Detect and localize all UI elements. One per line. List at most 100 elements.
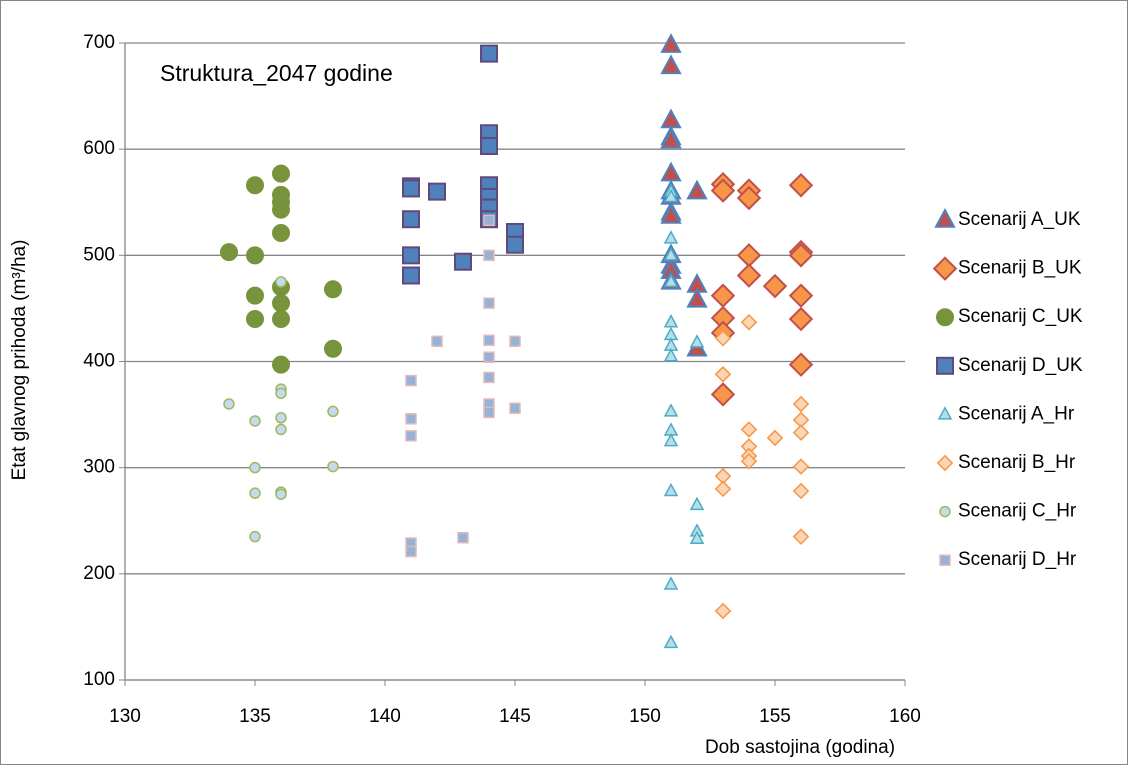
point [249, 487, 261, 499]
legend-marker [936, 454, 954, 472]
point [689, 530, 705, 545]
point [483, 371, 495, 384]
point [689, 496, 705, 511]
point [740, 453, 758, 470]
point [405, 374, 417, 387]
point [223, 398, 235, 410]
point [792, 395, 810, 413]
point [788, 306, 814, 332]
point [327, 405, 339, 418]
point [324, 339, 342, 358]
point [714, 365, 732, 383]
point [788, 173, 814, 198]
point [275, 488, 287, 500]
legend-marker [936, 308, 954, 327]
point [766, 429, 784, 447]
legend-marker [939, 505, 951, 518]
point [428, 182, 446, 201]
point [792, 528, 810, 545]
point [663, 273, 679, 288]
legend-label: Scenarij D_UK [958, 355, 1083, 376]
legend-label: Scenarij B_Hr [958, 452, 1076, 473]
point [663, 314, 679, 328]
point [402, 210, 420, 229]
legend-marker [939, 554, 951, 566]
legend-marker [936, 356, 954, 375]
point [663, 348, 679, 362]
point [480, 136, 498, 155]
point [246, 246, 264, 265]
point [272, 164, 290, 183]
legend-marker [932, 256, 958, 281]
point [788, 283, 814, 308]
point [663, 188, 679, 203]
point [402, 246, 420, 265]
y-tick-label: 300 [83, 457, 115, 478]
legend-marker [937, 406, 953, 420]
point [275, 387, 287, 400]
point [272, 310, 290, 329]
point [762, 273, 788, 299]
point [660, 128, 682, 149]
point [246, 310, 264, 329]
point [660, 54, 682, 75]
point [327, 460, 339, 473]
point [740, 313, 758, 331]
x-tick-label: 140 [369, 706, 401, 727]
point [272, 355, 290, 374]
y-axis-label: Etat glavnog prihoda (m³/ha) [9, 240, 30, 481]
legend-label: Scenarij A_Hr [958, 403, 1075, 424]
y-tick-label: 400 [83, 351, 115, 372]
x-axis-label: Dob sastojina (godina) [705, 737, 895, 758]
point [454, 252, 472, 271]
point [249, 415, 261, 427]
x-tick-label: 160 [889, 706, 921, 727]
point [660, 204, 682, 224]
point [663, 634, 679, 649]
legend-label: Scenarij B_UK [958, 258, 1082, 279]
legend-label: Scenarij A_UK [958, 209, 1081, 230]
point [483, 214, 495, 227]
point [402, 179, 420, 198]
legend-label: Scenarij C_Hr [958, 501, 1077, 522]
point [324, 280, 342, 299]
point [788, 243, 814, 268]
point [249, 530, 261, 543]
legend-marker [934, 207, 956, 228]
point [663, 432, 679, 447]
chart-title: Struktura_2047 godine [160, 60, 393, 86]
x-tick-label: 145 [499, 706, 531, 727]
point [431, 335, 443, 348]
point [509, 402, 521, 414]
point [663, 247, 679, 261]
point [509, 335, 521, 348]
point [792, 424, 810, 441]
point [714, 602, 732, 620]
point [405, 545, 417, 558]
point [686, 179, 708, 200]
point [714, 480, 732, 498]
point [663, 576, 679, 590]
point [788, 352, 814, 377]
point [220, 243, 238, 262]
point [689, 334, 705, 348]
legend-label: Scenarij D_Hr [958, 549, 1077, 570]
x-tick-label: 130 [109, 706, 141, 727]
legend-label: Scenarij C_UK [958, 306, 1083, 327]
point [272, 224, 290, 243]
point [483, 297, 495, 309]
point [405, 430, 417, 442]
point [246, 176, 264, 195]
point [714, 329, 732, 347]
point [457, 531, 469, 544]
point [483, 249, 495, 262]
point [506, 235, 524, 254]
x-tick-label: 150 [629, 706, 661, 727]
point [246, 286, 264, 305]
point [736, 263, 762, 288]
y-tick-label: 500 [83, 244, 115, 265]
point [740, 421, 758, 438]
y-tick-label: 600 [83, 138, 115, 159]
